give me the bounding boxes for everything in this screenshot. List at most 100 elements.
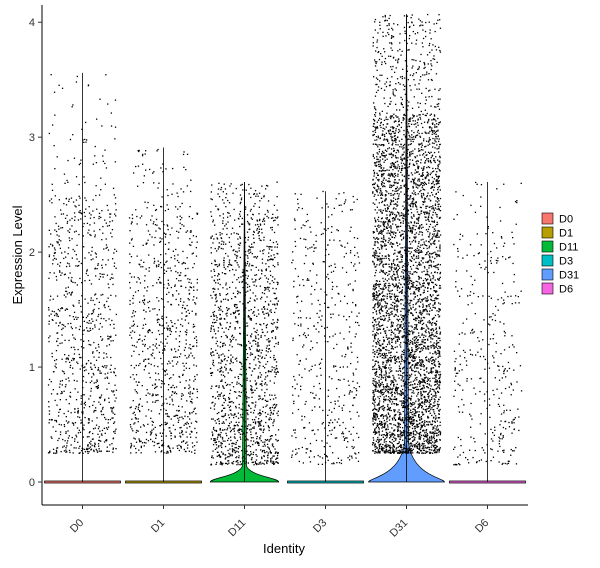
data-point: [277, 370, 279, 373]
data-point: [274, 256, 276, 259]
data-point: [399, 215, 401, 217]
data-point: [129, 272, 131, 275]
data-point: [69, 364, 72, 367]
data-point: [337, 457, 339, 459]
data-point: [223, 241, 225, 243]
data-point: [191, 442, 194, 444]
data-point: [133, 276, 135, 278]
data-point: [50, 233, 52, 235]
data-point: [61, 370, 64, 372]
data-point: [344, 356, 346, 358]
data-point: [423, 289, 425, 291]
data-point: [78, 233, 80, 236]
data-point: [395, 89, 397, 91]
data-point: [415, 186, 417, 188]
data-point: [174, 323, 176, 325]
data-point: [176, 230, 178, 232]
data-point: [389, 407, 391, 409]
data-point: [186, 304, 188, 307]
data-point: [403, 201, 405, 203]
data-point: [65, 308, 68, 310]
data-point: [82, 333, 84, 335]
data-point: [70, 444, 72, 446]
data-point: [272, 460, 274, 463]
data-point: [151, 236, 153, 238]
data-point: [224, 188, 227, 190]
data-point: [315, 240, 317, 242]
data-point: [397, 387, 400, 389]
data-point: [384, 14, 386, 17]
data-point: [420, 206, 422, 209]
data-point: [274, 246, 276, 248]
data-point: [318, 363, 320, 366]
data-point: [101, 125, 103, 127]
data-point: [267, 200, 270, 202]
data-point: [139, 441, 141, 443]
data-point: [63, 274, 66, 276]
data-point: [331, 411, 333, 413]
data-point: [65, 431, 67, 433]
data-point: [138, 263, 140, 265]
data-point: [386, 297, 388, 300]
data-point: [143, 369, 145, 371]
data-point: [417, 213, 420, 215]
data-point: [93, 382, 95, 384]
data-point: [216, 455, 218, 457]
data-point: [251, 396, 253, 398]
data-point: [293, 429, 295, 431]
data-point: [397, 151, 400, 153]
data-point: [330, 264, 332, 267]
data-point: [257, 334, 259, 336]
data-point: [338, 314, 340, 316]
data-point: [222, 371, 224, 373]
data-point: [258, 398, 260, 401]
data-point: [60, 424, 62, 426]
data-point: [404, 437, 407, 439]
data-point: [94, 303, 96, 306]
data-point: [233, 312, 235, 315]
data-point: [251, 386, 253, 388]
data-point: [257, 354, 259, 357]
data-point: [374, 249, 377, 252]
data-point: [380, 210, 382, 213]
data-point: [228, 236, 230, 239]
data-point: [182, 433, 184, 436]
data-point: [61, 384, 63, 386]
data-point: [383, 48, 385, 50]
data-point: [114, 432, 116, 434]
data-point: [234, 296, 237, 298]
data-point: [218, 398, 220, 400]
data-point: [240, 344, 242, 346]
data-point: [133, 315, 135, 317]
data-point: [249, 380, 251, 382]
data-point: [264, 378, 266, 380]
data-point: [94, 268, 96, 270]
data-point: [266, 388, 268, 391]
data-point: [318, 331, 320, 333]
data-point: [436, 264, 438, 266]
data-point: [193, 289, 195, 291]
data-point: [247, 261, 249, 263]
data-point: [102, 406, 104, 409]
data-point: [144, 335, 146, 337]
data-point: [429, 255, 431, 257]
data-point: [413, 408, 415, 410]
data-point: [258, 206, 260, 208]
data-point: [236, 383, 238, 385]
data-point: [425, 261, 427, 263]
data-point: [429, 232, 431, 234]
data-point: [276, 321, 278, 323]
data-point: [87, 85, 90, 87]
data-point: [169, 329, 171, 332]
data-point: [407, 411, 409, 413]
data-point: [305, 317, 308, 319]
data-point: [231, 462, 233, 464]
data-point: [195, 255, 198, 257]
data-point: [51, 352, 53, 355]
data-point: [294, 323, 296, 325]
data-point: [414, 296, 416, 298]
data-point: [226, 315, 228, 317]
data-point: [268, 429, 270, 432]
data-point: [212, 313, 215, 316]
data-point: [264, 439, 267, 441]
